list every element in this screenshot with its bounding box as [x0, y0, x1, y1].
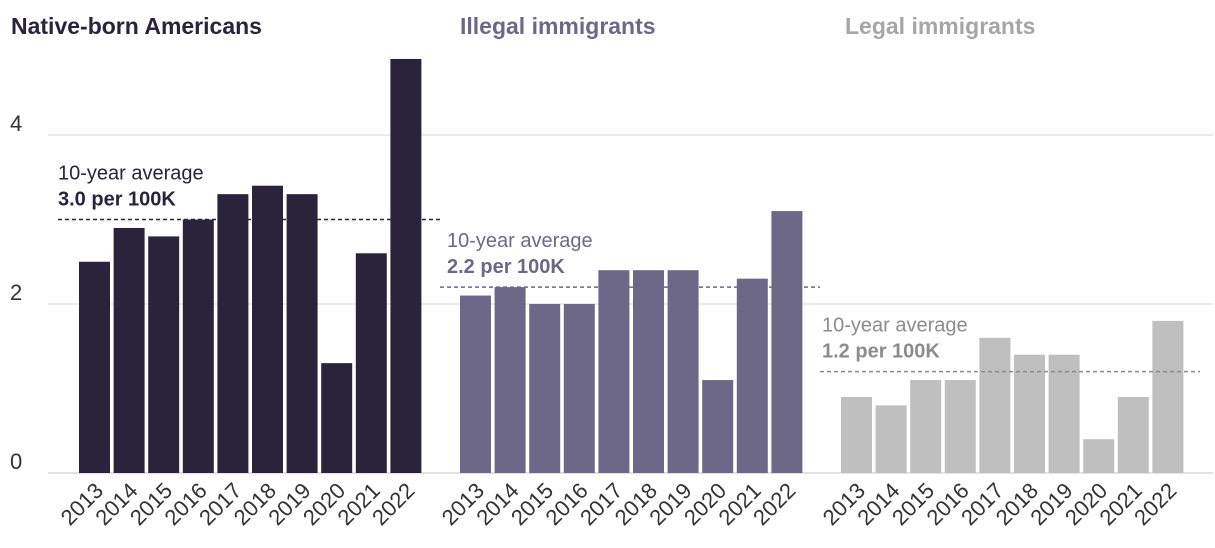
bar [875, 405, 907, 473]
y-tick-label: 2 [10, 280, 22, 305]
panel-3: Legal immigrants201320142015201620172018… [818, 13, 1200, 530]
bar [460, 295, 491, 473]
bar [736, 278, 768, 473]
bar [563, 304, 595, 473]
average-label: 10-year average [447, 230, 593, 252]
bar [148, 236, 180, 473]
bar [633, 270, 664, 473]
bar [667, 270, 699, 473]
average-label: 10-year average [58, 163, 204, 185]
bar [217, 194, 249, 473]
average-label: 10-year average [822, 315, 968, 337]
bar [944, 380, 976, 473]
y-tick-label: 4 [10, 111, 22, 136]
panel-title: Legal immigrants [845, 13, 1035, 39]
panel-2: Illegal immigrants2013201420152016201720… [437, 13, 820, 530]
bar [702, 380, 734, 473]
bar [390, 58, 422, 473]
y-tick-label: 0 [10, 449, 22, 474]
bar [771, 211, 803, 474]
bar [79, 261, 110, 473]
bar [979, 337, 1011, 473]
bar [1048, 354, 1080, 473]
bar [598, 270, 630, 473]
average-value: 1.2 per 100K [822, 341, 940, 363]
panel-title: Native-born Americans [11, 13, 262, 39]
average-value: 3.0 per 100K [58, 189, 176, 211]
bar [529, 304, 561, 473]
bar [252, 185, 283, 473]
bar [1152, 320, 1184, 473]
bar [321, 363, 353, 473]
bar [113, 227, 145, 473]
bar [841, 396, 872, 473]
panel-1: Native-born Americans2013201420152016201… [11, 13, 440, 530]
average-value: 2.2 per 100K [447, 256, 565, 278]
bar [494, 287, 526, 473]
bar [355, 253, 387, 473]
bar [182, 219, 214, 473]
bar [286, 194, 318, 473]
bar [1083, 439, 1115, 473]
bar [1117, 396, 1149, 473]
bar [910, 380, 942, 473]
bar [1014, 354, 1045, 473]
panel-title: Illegal immigrants [460, 13, 656, 39]
